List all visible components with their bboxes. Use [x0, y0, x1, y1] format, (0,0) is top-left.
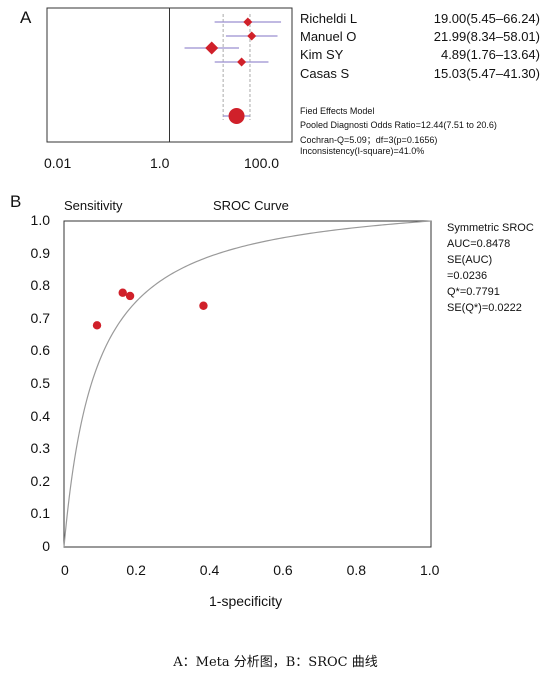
sroc-curve	[63, 220, 432, 548]
study-name: Richeldi L	[300, 11, 358, 26]
study-odds-ratio: 19.00(5.45–66.24)	[433, 11, 540, 26]
sroc-y-tick-label: 0.6	[30, 342, 50, 359]
sroc-y-tick-label: 0.3	[30, 440, 50, 457]
sroc-x-tick-label: 0.2	[126, 562, 146, 578]
sroc-x-tick-label: 0.8	[346, 562, 367, 578]
model-pooled-dor: Pooled Diagnosti Odds Ratio=12.44(7.51 t…	[300, 120, 497, 130]
study-odds-ratio: 15.03(5.47–41.30)	[433, 66, 540, 81]
sensitivity-label: Sensitivity	[64, 198, 123, 213]
sroc-y-tick-label: 0.2	[30, 472, 50, 489]
sroc-study-point	[199, 301, 208, 310]
sroc-y-tick-label: 0.8	[30, 277, 50, 294]
forest-x-tick-0: 0.01	[44, 155, 72, 171]
panel-b-letter: B	[10, 192, 22, 211]
sroc-y-tick-label: 1.0	[30, 212, 50, 228]
study-point-marker	[247, 31, 257, 41]
study-row: Manuel O 21.99(8.34–58.01)	[300, 29, 540, 45]
sroc-y-tick-label: 0	[42, 538, 50, 554]
study-point-marker	[237, 57, 247, 67]
study-row: Richeldi L 19.00(5.45–66.24)	[300, 11, 540, 27]
study-point-marker	[243, 17, 253, 27]
panel-a-letter: A	[20, 8, 32, 27]
figure-caption: A：Meta 分析图，B：SROC 曲线	[173, 655, 378, 670]
study-name: Kim SY	[300, 47, 344, 62]
study-odds-ratio: 4.89(1.76–13.64)	[440, 47, 540, 62]
stat-se-auc-label: SE(AUC)	[447, 254, 493, 266]
sroc-y-tick-label: 0.7	[30, 309, 50, 326]
sroc-x-axis-label: 1-specificity	[209, 593, 283, 609]
stat-se-q-star: SE(Q*)=0.0222	[447, 302, 522, 314]
study-odds-ratio: 21.99(8.34–58.01)	[433, 29, 540, 44]
study-row: Casas S 15.03(5.47–41.30)	[300, 66, 540, 82]
sroc-x-tick-label: 0.4	[199, 562, 220, 578]
model-cochran-q: Cochran-Q=5.09；df=3(p=0.1656)	[300, 135, 438, 145]
sroc-y-tick-label: 0.4	[30, 407, 50, 424]
sroc-x-tick-label: 0.6	[273, 562, 293, 578]
study-point-marker	[205, 41, 219, 55]
sroc-y-tick-label: 0.1	[30, 505, 50, 522]
stat-auc: AUC=0.8478	[447, 238, 511, 250]
sroc-study-point	[92, 321, 102, 330]
model-inconsistency: Inconsistency(I-square)=41.0%	[300, 146, 425, 156]
sroc-x-tick-label: 0	[61, 562, 69, 578]
study-row: Kim SY 4.89(1.76–13.64)	[300, 47, 540, 63]
study-name: Casas S	[300, 66, 350, 81]
sroc-frame	[63, 220, 432, 548]
stat-se-auc-value: =0.0236	[447, 270, 488, 282]
model-title: Fied Effects Model	[300, 106, 375, 116]
stat-q-star: Q*=0.7791	[447, 286, 500, 298]
study-name: Manuel O	[300, 29, 357, 44]
forest-x-tick-2: 100.0	[244, 155, 280, 171]
sroc-study-point	[118, 288, 127, 297]
forest-x-tick-1: 1.0	[150, 155, 170, 171]
sroc-y-tick-label: 0.5	[30, 375, 50, 391]
pooled-estimate-marker	[228, 108, 245, 124]
sroc-curve-title: SROC Curve	[213, 198, 289, 213]
stat-symmetric-sroc: Symmetric SROC	[447, 222, 534, 234]
sroc-y-tick-label: 0.9	[30, 244, 50, 261]
sroc-x-tick-label: 1.0	[420, 562, 440, 578]
sroc-study-point	[125, 291, 135, 301]
